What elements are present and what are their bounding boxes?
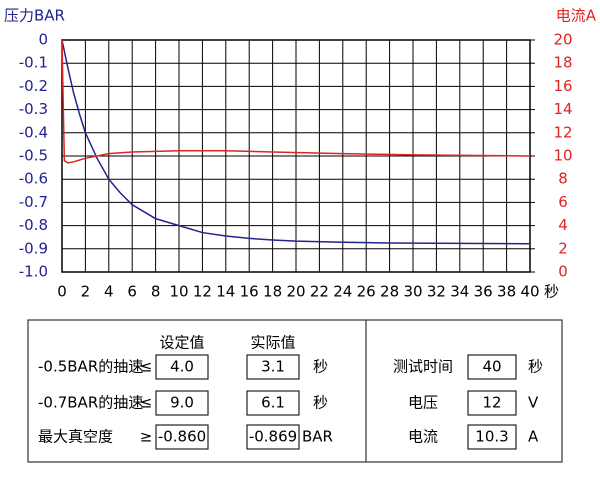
actual-value-box <box>246 424 300 450</box>
x-tick-label: 30 <box>403 283 422 301</box>
x-tick-label: 6 <box>127 283 137 301</box>
row-unit: BAR <box>302 428 333 446</box>
x-tick-label: 24 <box>333 283 352 301</box>
status-unit: V <box>528 394 539 412</box>
actual-value-box <box>246 390 300 416</box>
y2-tick-label: 6 <box>558 193 568 211</box>
status-label: 电压 <box>408 394 438 412</box>
status-unit: 秒 <box>528 358 543 376</box>
x-tick-label: 40 <box>520 283 539 301</box>
x-tick-label: 4 <box>104 283 114 301</box>
column-header: 实际值 <box>250 334 295 352</box>
y-tick-label: -1.0 <box>19 263 48 281</box>
x-tick-label: 36 <box>474 283 493 301</box>
y2-tick-label: 16 <box>553 77 572 95</box>
row-label: -0.7BAR的抽速 <box>38 394 143 412</box>
set-value-box <box>155 354 209 380</box>
actual-value: 6.1 <box>261 394 285 412</box>
x-tick-label: 38 <box>497 283 516 301</box>
status-value-box <box>467 390 517 416</box>
status-value-box <box>467 354 517 380</box>
x-tick-label: 16 <box>240 283 259 301</box>
x-tick-label: 28 <box>380 283 399 301</box>
x-tick-label: 20 <box>286 283 305 301</box>
y2-axis-label: 电流A <box>556 7 597 25</box>
y-tick-label: -0.9 <box>19 239 48 257</box>
row-unit: 秒 <box>313 394 328 412</box>
y-tick-label: -0.1 <box>19 54 48 72</box>
x-tick-label: 22 <box>310 283 329 301</box>
x-axis-unit: 秒 <box>544 283 559 301</box>
row-operator: ≥ <box>140 428 153 446</box>
panel-frame <box>27 319 563 463</box>
status-value: 10.3 <box>475 428 508 446</box>
actual-value: -0.869 <box>249 428 297 446</box>
y-tick-label: -0.5 <box>19 147 48 165</box>
y2-tick-label: 2 <box>558 239 568 257</box>
x-tick-label: 34 <box>450 283 469 301</box>
status-value: 12 <box>482 394 501 412</box>
y2-tick-label: 8 <box>558 170 568 188</box>
y2-tick-label: 0 <box>558 263 568 281</box>
x-tick-label: 26 <box>357 283 376 301</box>
actual-value-box <box>246 354 300 380</box>
y-tick-label: -0.8 <box>19 216 48 234</box>
y2-tick-label: 18 <box>553 54 572 72</box>
x-tick-label: 8 <box>151 283 161 301</box>
y2-tick-label: 20 <box>553 31 572 49</box>
row-label: -0.5BAR的抽速 <box>38 358 143 376</box>
y2-tick-label: 14 <box>553 100 572 118</box>
status-label: 测试时间 <box>393 358 453 376</box>
set-value: 4.0 <box>170 358 194 376</box>
y-tick-label: -0.6 <box>19 170 48 188</box>
set-value: 9.0 <box>170 394 194 412</box>
row-operator: ≤ <box>140 394 153 412</box>
x-tick-label: 32 <box>427 283 446 301</box>
x-tick-label: 10 <box>169 283 188 301</box>
column-header: 设定值 <box>159 334 204 352</box>
status-value: 40 <box>482 358 501 376</box>
row-operator: ≤ <box>140 358 153 376</box>
set-value-box <box>155 390 209 416</box>
actual-value: 3.1 <box>261 358 285 376</box>
y2-tick-label: 10 <box>553 147 572 165</box>
row-label: 最大真空度 <box>38 428 113 446</box>
set-value-box <box>155 424 209 450</box>
y-tick-label: 0 <box>38 31 48 49</box>
status-unit: A <box>528 428 539 446</box>
set-value: -0.860 <box>158 428 206 446</box>
series-line <box>61 39 531 164</box>
status-label: 电流 <box>408 428 438 446</box>
x-tick-label: 12 <box>193 283 212 301</box>
x-tick-label: 2 <box>81 283 91 301</box>
y-axis-label: 压力BAR <box>4 7 65 25</box>
row-unit: 秒 <box>313 358 328 376</box>
status-value-box <box>467 424 517 450</box>
y2-tick-label: 12 <box>553 123 572 141</box>
y-tick-label: -0.3 <box>19 100 48 118</box>
y-tick-label: -0.4 <box>19 123 48 141</box>
series-line <box>61 39 531 245</box>
x-tick-label: 18 <box>263 283 282 301</box>
y-tick-label: -0.7 <box>19 193 48 211</box>
x-tick-label: 14 <box>216 283 235 301</box>
y2-tick-label: 4 <box>558 216 568 234</box>
y-tick-label: -0.2 <box>19 77 48 95</box>
x-tick-label: 0 <box>57 283 67 301</box>
